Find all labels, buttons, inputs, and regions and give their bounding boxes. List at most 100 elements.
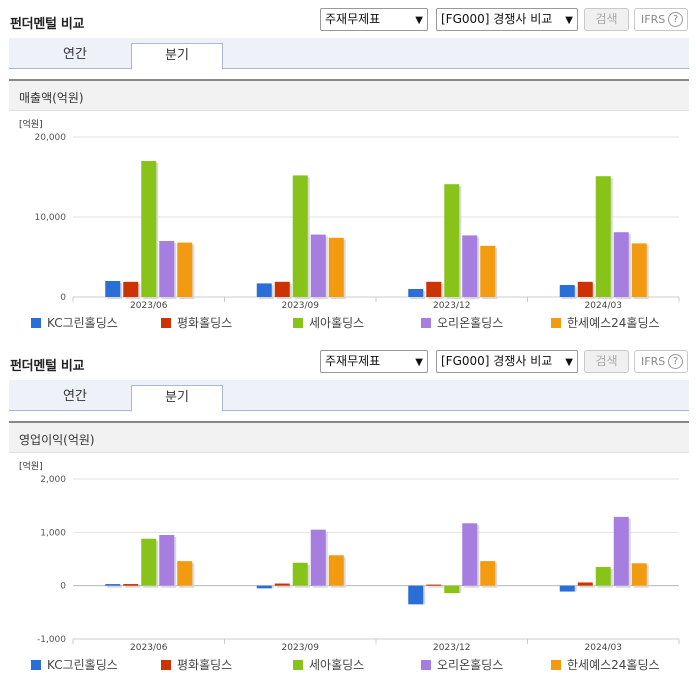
legend-label: 평화홀딩스: [177, 316, 233, 330]
panel-header: 펀더멘털 비교 주재무제표 ▼ [FG000] 경쟁사 비교 ▼ 검색 IFRS…: [0, 342, 696, 376]
help-icon[interactable]: ?: [668, 12, 683, 27]
legend-label: KC그린홀딩스: [47, 658, 118, 672]
bar-series-2[interactable]: [141, 538, 157, 586]
tab-annual[interactable]: 연간: [63, 47, 87, 62]
peer-group-select[interactable]: [FG000] 경쟁사 비교 ▼: [436, 350, 578, 373]
legend-item[interactable]: 오리온홀딩스: [421, 314, 503, 331]
bar-series-2[interactable]: [292, 562, 308, 586]
bar-series-4[interactable]: [480, 561, 496, 586]
chart-box: 영업이익(억원) [억원] -1,000 0 1,000 2,000 2023/06 202…: [9, 421, 689, 683]
legend-swatch: [421, 318, 431, 328]
legend-item[interactable]: 평화홀딩스: [161, 656, 232, 673]
bar-series-1[interactable]: [426, 281, 442, 297]
legend-swatch: [551, 660, 561, 670]
bar-series-3[interactable]: [462, 235, 478, 297]
bar-series-3[interactable]: [310, 529, 326, 586]
panel-header: 펀더멘털 비교 주재무제표 ▼ [FG000] 경쟁사 비교 ▼ 검색 IFRS…: [0, 0, 696, 34]
bar-series-3[interactable]: [462, 523, 478, 586]
bar-series-4[interactable]: [631, 243, 647, 297]
y-unit-label: [억원]: [19, 460, 43, 472]
y-tick-label: -1,000: [37, 635, 66, 645]
legend-item[interactable]: 세아홀딩스: [293, 656, 364, 673]
search-button[interactable]: 검색: [584, 8, 629, 31]
legend-item[interactable]: KC그린홀딩스: [31, 314, 118, 331]
peer-group-select-value: [FG000] 경쟁사 비교: [441, 12, 553, 26]
legend-item[interactable]: KC그린홀딩스: [31, 656, 118, 673]
bar-series-4[interactable]: [480, 245, 496, 297]
peer-group-select-value: [FG000] 경쟁사 비교: [441, 354, 553, 368]
bar-series-4[interactable]: [177, 242, 193, 297]
period-tabs: 연간 분기: [9, 380, 689, 412]
bar-shadow: [276, 585, 292, 588]
bar-series-1[interactable]: [123, 281, 139, 297]
bar-shadow: [107, 586, 123, 588]
y-tick-label: 20,000: [35, 133, 67, 143]
tab-annual[interactable]: 연간: [63, 389, 87, 404]
x-tick-label: 2023/09: [282, 301, 320, 311]
chevron-down-icon: ▼: [565, 15, 573, 26]
legend-item[interactable]: 한세예스24홀딩스: [551, 656, 660, 673]
bar-series-1[interactable]: [426, 584, 442, 586]
chart-legend: KC그린홀딩스 평화홀딩스 세아홀딩스 오리온홀딩스 한세예스24홀딩스: [31, 656, 691, 672]
bar-shadow: [125, 586, 141, 588]
legend-item[interactable]: 오리온홀딩스: [421, 656, 503, 673]
y-tick-label: 10,000: [35, 213, 67, 223]
bar-series-0[interactable]: [105, 281, 121, 297]
section-header: 매출액(억원): [9, 81, 689, 111]
bar-series-1[interactable]: [577, 582, 593, 586]
legend-swatch: [161, 318, 171, 328]
bar-series-0[interactable]: [256, 585, 272, 589]
tab-quarterly[interactable]: 분기: [131, 385, 223, 412]
bar-series-4[interactable]: [177, 561, 193, 586]
y-tick-label: 0: [60, 582, 66, 592]
bar-series-2[interactable]: [595, 567, 611, 586]
bar-series-2[interactable]: [444, 585, 460, 594]
bar-series-0[interactable]: [559, 585, 575, 592]
bar-series-1[interactable]: [274, 281, 290, 297]
panel-title: 펀더멘털 비교: [10, 17, 85, 32]
legend-item[interactable]: 평화홀딩스: [161, 314, 232, 331]
bar-series-2[interactable]: [292, 175, 308, 297]
bar-series-4[interactable]: [631, 563, 647, 586]
bar-series-3[interactable]: [310, 234, 326, 297]
bar-series-3[interactable]: [159, 241, 175, 297]
legend-label: 한세예스24홀딩스: [567, 658, 660, 672]
help-icon[interactable]: ?: [668, 354, 683, 369]
bar-series-3[interactable]: [613, 516, 629, 586]
search-button[interactable]: 검색: [584, 350, 629, 373]
bar-series-0[interactable]: [408, 289, 424, 297]
peer-group-select[interactable]: [FG000] 경쟁사 비교 ▼: [436, 8, 578, 31]
bar-series-0[interactable]: [408, 585, 424, 605]
bar-series-0[interactable]: [105, 584, 121, 586]
bar-series-3[interactable]: [613, 232, 629, 297]
ifrs-button[interactable]: IFRS ?: [634, 350, 688, 373]
bar-series-1[interactable]: [274, 583, 290, 586]
bar-series-4[interactable]: [328, 237, 344, 297]
bar-series-4[interactable]: [328, 555, 344, 586]
bar-series-2[interactable]: [141, 161, 157, 297]
legend-swatch: [421, 660, 431, 670]
tab-quarterly[interactable]: 분기: [131, 43, 223, 70]
statement-select[interactable]: 주재무제표 ▼: [320, 8, 428, 31]
x-tick-label: 2023/12: [433, 301, 470, 311]
bar-series-1[interactable]: [577, 281, 593, 297]
ifrs-button[interactable]: IFRS ?: [634, 8, 688, 31]
bar-series-3[interactable]: [159, 535, 175, 586]
statement-select-value: 주재무제표: [325, 354, 381, 368]
statement-select[interactable]: 주재무제표 ▼: [320, 350, 428, 373]
x-tick-label: 2023/06: [130, 301, 168, 311]
bar-series-0[interactable]: [256, 283, 272, 297]
legend-label: 세아홀딩스: [309, 316, 365, 330]
bar-series-2[interactable]: [444, 184, 460, 297]
y-unit-label: [억원]: [19, 118, 43, 130]
bar-series-2[interactable]: [595, 176, 611, 297]
section-title: 매출액(억원): [19, 91, 84, 105]
fundamental-panel-2: 펀더멘털 비교 주재무제표 ▼ [FG000] 경쟁사 비교 ▼ 검색 IFRS…: [0, 342, 696, 684]
chevron-down-icon: ▼: [415, 357, 423, 368]
legend-label: 오리온홀딩스: [437, 658, 504, 672]
legend-item[interactable]: 한세예스24홀딩스: [551, 314, 660, 331]
legend-item[interactable]: 세아홀딩스: [293, 314, 364, 331]
section-title: 영업이익(억원): [19, 433, 95, 447]
bar-series-0[interactable]: [559, 285, 575, 297]
bar-series-1[interactable]: [123, 584, 139, 586]
